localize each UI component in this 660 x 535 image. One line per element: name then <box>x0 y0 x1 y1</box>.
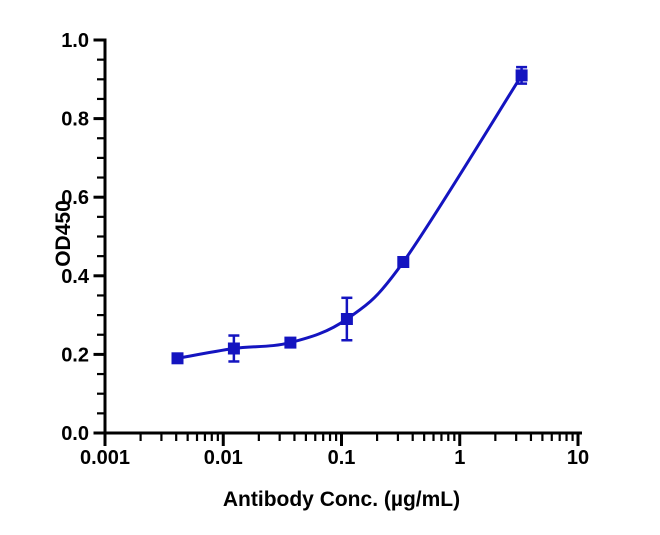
data-point-marker <box>227 342 240 355</box>
y-tick-label: 0.0 <box>61 423 89 445</box>
x-tick-labels: 0.001 0.01 0.1 1 10 <box>80 447 589 469</box>
y-tick-labels: 0.0 0.2 0.4 0.6 0.8 1.0 <box>61 30 90 445</box>
y-tick-label: 0.4 <box>61 266 90 288</box>
y-tick-label: 0.6 <box>61 187 89 209</box>
x-axis-title: Antibody Conc. (µg/mL) <box>223 488 460 511</box>
x-tick-label: 10 <box>567 447 589 469</box>
data-point-marker <box>340 313 353 325</box>
data-point-marker <box>397 256 410 268</box>
y-tick-label: 0.2 <box>61 344 89 366</box>
data-point-marker <box>515 69 528 82</box>
x-tick-label: 1 <box>454 447 465 469</box>
data-points <box>171 69 528 365</box>
x-axis-ticks <box>103 434 580 446</box>
x-tick-label: 0.01 <box>204 447 243 469</box>
y-axis-title: OD450 <box>52 200 75 267</box>
axes <box>103 38 582 435</box>
x-tick-label: 0.1 <box>328 447 356 469</box>
error-bars <box>228 65 528 363</box>
y-axis-ticks <box>93 38 104 435</box>
x-tick-label: 0.001 <box>80 447 130 469</box>
data-point-marker <box>284 336 297 349</box>
y-tick-label: 1.0 <box>61 30 89 52</box>
data-point-marker <box>171 352 184 365</box>
y-tick-label: 0.8 <box>61 109 89 131</box>
